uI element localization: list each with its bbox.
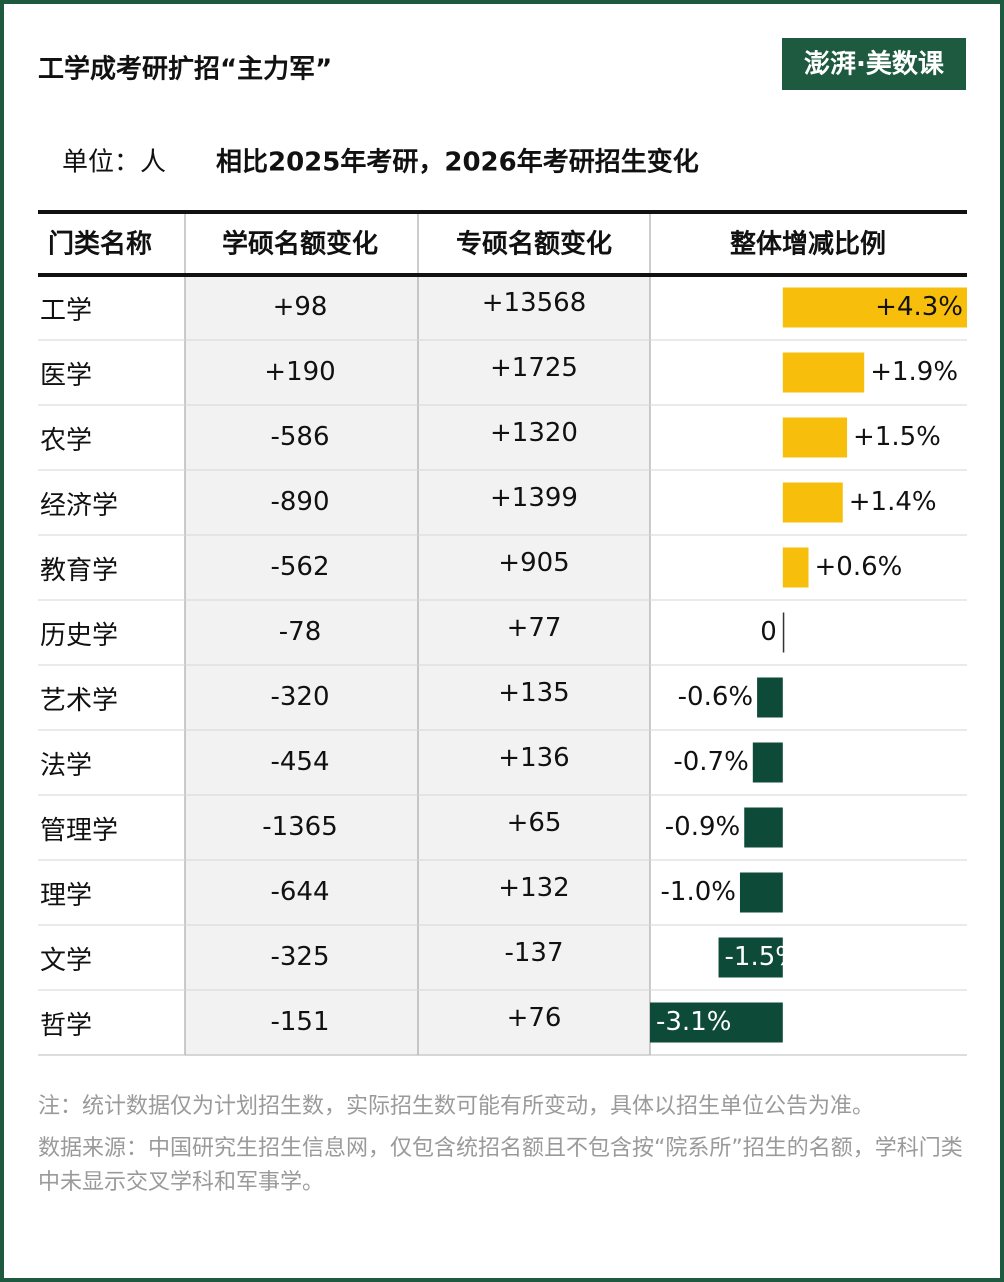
value-label: -0.9% — [665, 812, 740, 842]
cell: -78 — [279, 617, 321, 647]
bar — [782, 287, 967, 328]
value-label: -0.6% — [678, 682, 753, 712]
category-label: 经济学 — [40, 491, 118, 521]
column-header: 专硕名额变化 — [456, 229, 612, 260]
bar — [744, 807, 783, 848]
cell: +190 — [264, 357, 335, 387]
column-header: 整体增减比例 — [730, 229, 886, 260]
category-label: 管理学 — [40, 816, 118, 846]
bar — [757, 677, 783, 718]
cell: -454 — [270, 747, 329, 777]
title: 工学成考研扩招“主力军” — [38, 54, 332, 85]
cell: -1365 — [262, 812, 338, 842]
logo: 澎湃·美数课 — [804, 49, 945, 80]
logo-box — [782, 38, 966, 90]
bar — [782, 612, 785, 653]
value-label: +1.5% — [853, 422, 941, 452]
cell: +76 — [507, 1003, 562, 1033]
unit: 单位：人 — [62, 148, 166, 178]
category-label: 法学 — [40, 751, 92, 781]
note: 注：统计数据仅为计划招生数，实际招生数可能有所变动，具体以招生单位公告为准。 — [38, 1094, 875, 1119]
value-label: +1.4% — [849, 487, 937, 517]
cell: +135 — [498, 678, 569, 708]
category-label: 历史学 — [40, 621, 118, 651]
category-label: 工学 — [40, 296, 92, 326]
cell: -644 — [270, 877, 329, 907]
category-label: 医学 — [40, 361, 92, 391]
bar — [782, 482, 843, 523]
value-label: +4.3% — [875, 292, 963, 322]
cell: -562 — [270, 552, 329, 582]
value-label: -1.0% — [661, 877, 736, 907]
column-header: 学硕名额变化 — [222, 229, 378, 260]
cell: +905 — [498, 548, 569, 578]
cell: -586 — [270, 422, 329, 452]
cell: +132 — [498, 873, 569, 903]
cell: +1320 — [490, 418, 578, 448]
category-label: 艺术学 — [40, 686, 118, 716]
bar — [739, 872, 783, 913]
bar — [650, 1002, 783, 1043]
cell: +1725 — [490, 353, 578, 383]
cell: -890 — [270, 487, 329, 517]
category-label: 农学 — [40, 426, 92, 456]
cell: +98 — [273, 292, 328, 322]
bar — [752, 742, 783, 783]
cell: +136 — [498, 743, 569, 773]
cell: -151 — [270, 1007, 329, 1037]
bar — [782, 352, 865, 393]
cell: +77 — [507, 613, 562, 643]
category-label: 教育学 — [40, 556, 118, 586]
cell: -137 — [504, 938, 563, 968]
cell: +1399 — [490, 483, 578, 513]
category-label: 理学 — [40, 881, 92, 911]
category-label: 哲学 — [40, 1011, 92, 1041]
category-label: 文学 — [40, 946, 92, 976]
bar — [718, 937, 783, 978]
value-label: +0.6% — [815, 552, 903, 582]
value-label: -3.1% — [656, 1007, 731, 1037]
note: 数据来源：中国研究生招生信息网，仅包含统招名额且不包含按“院系所”招生的名额，学… — [38, 1136, 963, 1195]
cell: -320 — [270, 682, 329, 712]
cell: +65 — [507, 808, 562, 838]
bar — [782, 417, 848, 458]
bar — [782, 547, 809, 588]
notes: 注：统计数据仅为计划招生数，实际招生数可能有所变动，具体以招生单位公告为准。 数… — [38, 1090, 968, 1208]
value-label: -1.5% — [725, 942, 800, 972]
value-label: 0 — [760, 617, 777, 647]
column-header: 门类名称 — [48, 229, 152, 260]
cell: -325 — [270, 942, 329, 972]
value-label: -0.7% — [673, 747, 748, 777]
cell: +13568 — [482, 288, 587, 318]
subtitle: 相比2025年考研，2026年考研招生变化 — [216, 147, 699, 178]
value-label: +1.9% — [870, 357, 958, 387]
